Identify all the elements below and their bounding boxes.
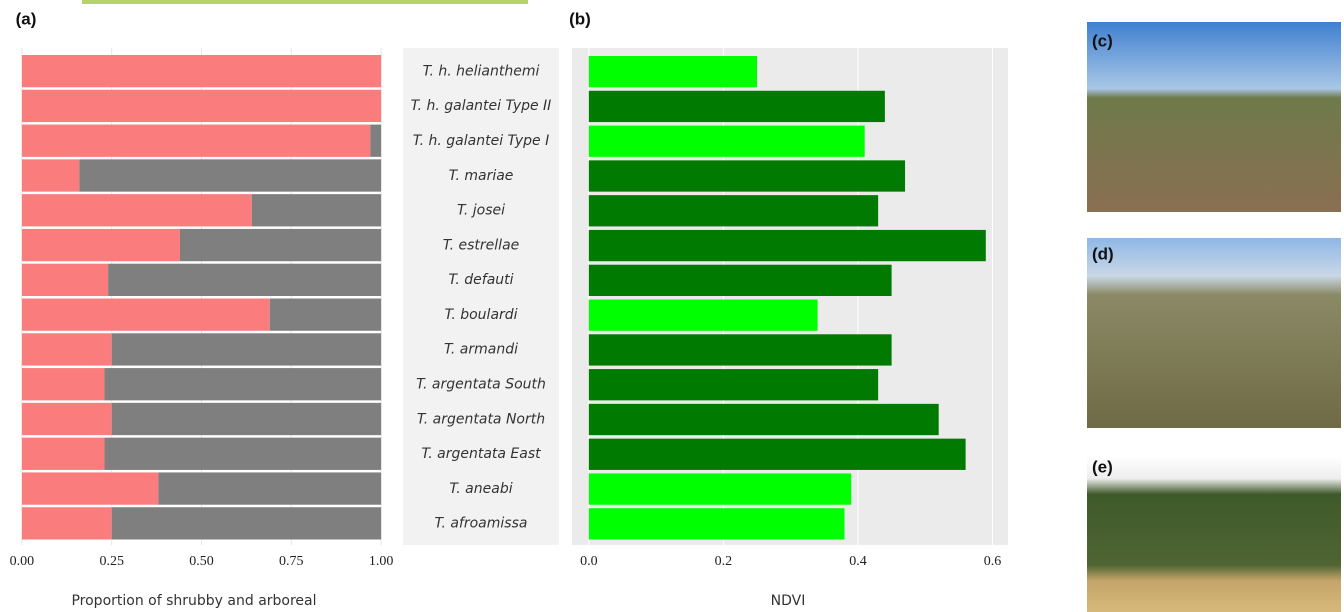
bar-segment <box>105 368 382 400</box>
bar-segment <box>22 55 381 87</box>
photo-label: (c) <box>1092 31 1113 50</box>
category-label: T. josei <box>457 203 505 219</box>
bar-segment <box>112 403 381 435</box>
x-tick-label: 0.00 <box>10 554 35 569</box>
category-label: T. afroamissa <box>435 516 528 532</box>
bar-segment <box>158 472 381 504</box>
photo-c <box>1087 22 1341 212</box>
x-tick-label: 0.2 <box>715 554 733 569</box>
category-label: T. armandi <box>444 342 518 358</box>
category-label: T. h. galantei Type I <box>413 133 550 149</box>
bar-segment <box>22 299 270 331</box>
bar <box>589 300 818 331</box>
x-tick-label: 0.25 <box>99 554 124 569</box>
x-tick-label: 0.6 <box>984 554 1002 569</box>
bar <box>589 195 878 226</box>
header-strip <box>82 0 528 4</box>
bar <box>589 369 878 400</box>
bar-segment <box>252 194 381 226</box>
bar-segment <box>22 264 108 296</box>
bar-segment <box>22 403 112 435</box>
category-label: T. h. galantei Type II <box>411 98 552 114</box>
category-label: T. h. helianthemi <box>423 63 540 79</box>
photo-label: (e) <box>1092 457 1113 476</box>
x-tick-label: 0.4 <box>849 554 867 569</box>
bar-segment <box>22 438 105 470</box>
bar-segment <box>22 90 381 122</box>
bar-segment <box>370 125 381 157</box>
bar-segment <box>112 507 381 539</box>
panel-label: (b) <box>569 9 591 28</box>
category-label: T. argentata South <box>416 376 546 392</box>
figure: (c) (d) (e) T. h. helianthemi T. h. galan… <box>0 0 1344 612</box>
bar-segment <box>22 472 158 504</box>
bar-segment <box>180 229 381 261</box>
bar-segment <box>22 229 180 261</box>
photo-e <box>1087 455 1341 612</box>
bar <box>589 126 865 157</box>
x-tick-label: 0.75 <box>279 554 304 569</box>
photo-d <box>1087 238 1341 428</box>
x-tick-label: 1.00 <box>369 554 394 569</box>
x-tick-label: 0.0 <box>580 554 598 569</box>
bar-segment <box>22 507 112 539</box>
bar-segment <box>270 299 381 331</box>
photo-label: (d) <box>1092 244 1114 263</box>
bar <box>589 439 966 470</box>
x-axis-title: NDVI <box>771 593 806 609</box>
bar-segment <box>112 333 381 365</box>
bar <box>589 265 892 296</box>
bar <box>589 56 757 87</box>
category-label: T. defauti <box>448 272 513 288</box>
category-label: T. argentata North <box>417 411 545 427</box>
category-column <box>403 48 559 545</box>
bar <box>589 334 892 365</box>
bar <box>589 230 986 261</box>
category-label: T. boulardi <box>444 307 517 323</box>
bar <box>589 91 885 122</box>
bar-segment <box>22 368 105 400</box>
category-label: T. argentata East <box>421 446 541 462</box>
bar-segment <box>22 159 79 191</box>
category-label: T. aneabi <box>449 481 512 497</box>
bar-segment <box>22 125 370 157</box>
bar <box>589 160 905 191</box>
bar-segment <box>108 264 381 296</box>
bar <box>589 508 845 539</box>
plot-panel <box>572 48 1008 545</box>
bar-segment <box>22 194 252 226</box>
bar-segment <box>105 438 382 470</box>
bar-segment <box>79 159 381 191</box>
x-axis-title: Proportion of shrubby and arboreal <box>71 593 316 609</box>
bar <box>589 473 851 504</box>
x-tick-label: 0.50 <box>189 554 214 569</box>
category-label: T. mariae <box>449 168 514 184</box>
bar-segment <box>22 333 112 365</box>
category-label: T. estrellae <box>443 237 520 253</box>
panel-label: (a) <box>16 9 37 28</box>
bar <box>589 404 939 435</box>
